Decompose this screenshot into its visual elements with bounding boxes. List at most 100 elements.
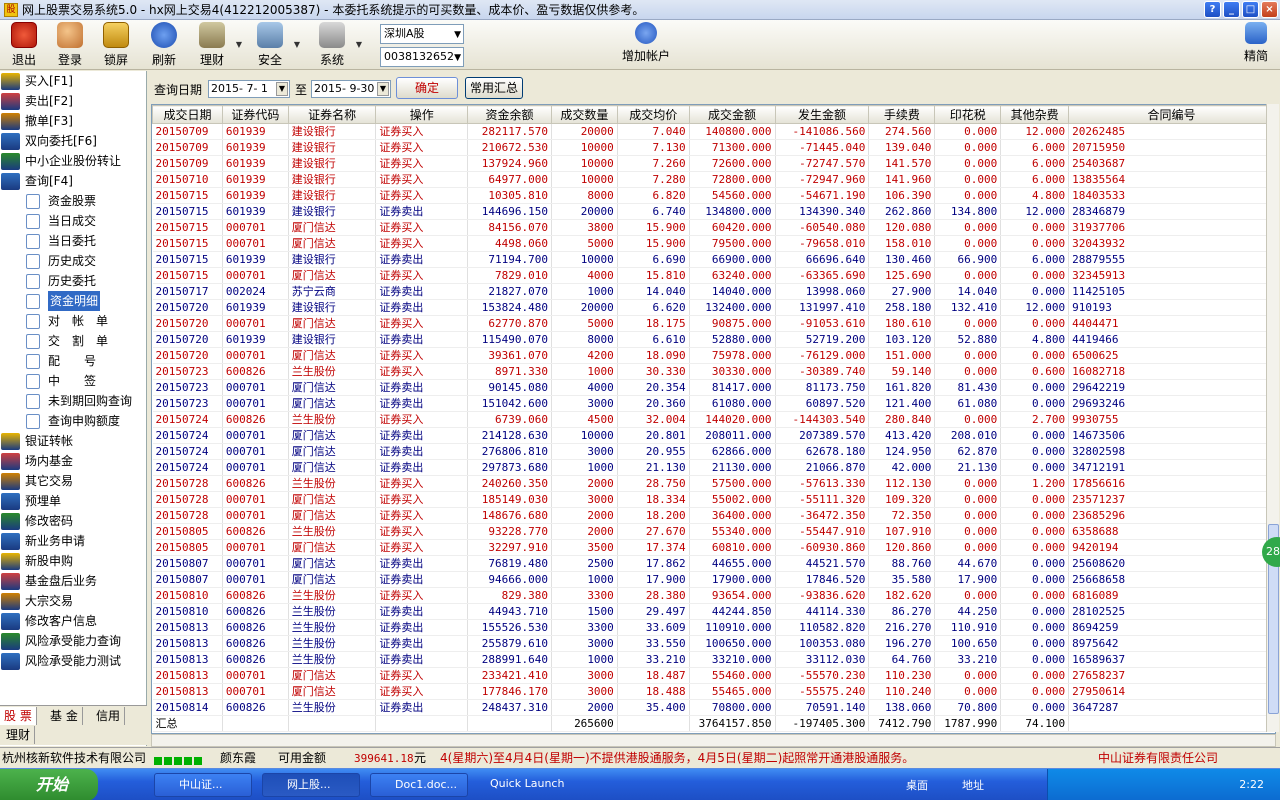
sidebar-item-11[interactable]: 资金明细 xyxy=(0,291,146,311)
security-button[interactable]: 安全 ▼ xyxy=(248,22,300,68)
minimize-button[interactable]: _ xyxy=(1223,1,1240,18)
sidebar-item-28[interactable]: 风险承受能力查询 xyxy=(0,631,146,651)
sidebar-item-20[interactable]: 其它交易 xyxy=(0,471,146,491)
table-row[interactable]: 20150813 600826 兰生股份 证券卖出 155526.530 3300 33.6… xyxy=(152,619,1275,636)
column-header[interactable]: 其他杂费 xyxy=(1000,105,1070,124)
lock-screen-button[interactable]: 锁屏 xyxy=(94,22,138,68)
tab-credit[interactable]: 信用 xyxy=(92,707,126,725)
horizontal-scrollbar[interactable] xyxy=(151,734,1276,747)
table-row[interactable]: 20150715 601939 建设银行 证券买入 10305.810 8000 6.820… xyxy=(152,187,1275,204)
table-row[interactable]: 20150715 000701 厦门信达 证券买入 4498.060 5000 15.900… xyxy=(152,235,1275,252)
column-header[interactable]: 资金余额 xyxy=(467,105,552,124)
column-header[interactable]: 成交均价 xyxy=(616,105,690,124)
sidebar-item-13[interactable]: 交 割 单 xyxy=(0,331,146,351)
table-row[interactable]: 20150807 000701 厦门信达 证券卖出 94666.000 1000 17.90… xyxy=(152,571,1275,588)
finance-dropdown-icon[interactable]: ▼ xyxy=(235,40,242,49)
system-dropdown-icon[interactable]: ▼ xyxy=(355,40,362,49)
sidebar-item-0[interactable]: 买入[F1] xyxy=(0,71,146,91)
table-row[interactable]: 20150720 601939 建设银行 证券卖出 115490.070 8000 6.61… xyxy=(152,331,1275,348)
table-row[interactable]: 20150709 601939 建设银行 证券买入 282117.570 20000 7.0… xyxy=(152,123,1275,140)
exit-button[interactable]: 退出 xyxy=(2,22,46,68)
sidebar-item-12[interactable]: 对 帐 单 xyxy=(0,311,146,331)
table-row[interactable]: 20150715 000701 厦门信达 证券买入 84156.070 3800 15.90… xyxy=(152,219,1275,236)
scroll-thumb[interactable] xyxy=(1268,524,1279,714)
finance-button[interactable]: 理财 ▼ xyxy=(190,22,242,68)
table-row[interactable]: 20150720 000701 厦门信达 证券买入 62770.870 5000 18.17… xyxy=(152,315,1275,332)
column-header[interactable]: 成交日期 xyxy=(152,105,223,124)
add-account-button[interactable]: 增加帐户 xyxy=(616,22,676,68)
sidebar-item-7[interactable]: 当日成交 xyxy=(0,211,146,231)
simplified-button[interactable]: 精简 xyxy=(1234,22,1278,68)
column-header[interactable]: 成交金额 xyxy=(688,105,776,124)
sidebar-item-1[interactable]: 卖出[F2] xyxy=(0,91,146,111)
column-header[interactable]: 证券代码 xyxy=(221,105,289,124)
chevron-down-icon[interactable]: ▼ xyxy=(276,82,288,96)
table-row[interactable]: 20150813 000701 厦门信达 证券买入 233421.410 3000 18.4… xyxy=(152,667,1275,684)
sidebar-item-27[interactable]: 修改客户信息 xyxy=(0,611,146,631)
table-row[interactable]: 20150728 000701 厦门信达 证券买入 185149.030 3000 18.3… xyxy=(152,491,1275,508)
sidebar-item-22[interactable]: 修改密码 xyxy=(0,511,146,531)
tab-finance[interactable]: 理财 xyxy=(2,726,36,744)
table-row[interactable]: 20150810 600826 兰生股份 证券卖出 44943.710 1500 29.49… xyxy=(152,603,1275,620)
task-trading[interactable]: 网上股... xyxy=(262,773,360,797)
table-row[interactable]: 20150724 000701 厦门信达 证券卖出 297873.680 1000 21.1… xyxy=(152,459,1275,476)
start-button[interactable]: 开始 xyxy=(0,769,98,800)
task-zhongshan[interactable]: 中山证... xyxy=(154,773,252,797)
sidebar-item-14[interactable]: 配 号 xyxy=(0,351,146,371)
sidebar-item-6[interactable]: 资金股票 xyxy=(0,191,146,211)
table-row[interactable]: 20150720 601939 建设银行 证券卖出 153824.480 20000 6.6… xyxy=(152,299,1275,316)
confirm-button[interactable]: 确定 xyxy=(396,77,458,99)
table-row[interactable]: 20150810 600826 兰生股份 证券买入 829.380 3300 28.380 9… xyxy=(152,587,1275,604)
table-row[interactable]: 20150728 600826 兰生股份 证券买入 240260.350 2000 28.7… xyxy=(152,475,1275,492)
table-row[interactable]: 20150813 600826 兰生股份 证券卖出 255879.610 3000 33.5… xyxy=(152,635,1275,652)
market-select[interactable]: 深圳A股 ▼ xyxy=(380,24,464,44)
table-row[interactable]: 20150715 601939 建设银行 证券卖出 144696.150 20000 6.7… xyxy=(152,203,1275,220)
to-date-input[interactable]: 2015- 9-30 ▼ xyxy=(311,80,391,98)
login-button[interactable]: 登录 xyxy=(48,22,92,68)
column-header[interactable]: 证券名称 xyxy=(287,105,377,124)
sidebar-item-24[interactable]: 新股申购 xyxy=(0,551,146,571)
task-doc[interactable]: Doc1.doc... xyxy=(370,773,468,797)
sidebar-item-8[interactable]: 当日委托 xyxy=(0,231,146,251)
tab-stock[interactable]: 股 票 xyxy=(0,707,37,725)
table-row[interactable]: 20150709 601939 建设银行 证券买入 137924.960 10000 7.2… xyxy=(152,155,1275,172)
table-row[interactable]: 20150724 000701 厦门信达 证券卖出 276806.810 3000 20.9… xyxy=(152,443,1275,460)
table-row[interactable]: 20150720 000701 厦门信达 证券买入 39361.070 4200 18.09… xyxy=(152,347,1275,364)
table-row[interactable]: 20150723 000701 厦门信达 证券卖出 151042.600 3000 20.3… xyxy=(152,395,1275,412)
address-toolbar[interactable]: 地址 xyxy=(962,779,984,792)
table-row[interactable]: 20150724 000701 厦门信达 证券卖出 214128.630 10000 20.… xyxy=(152,427,1275,444)
sidebar-item-29[interactable]: 风险承受能力测试 xyxy=(0,651,146,671)
table-row[interactable]: 20150717 002024 苏宁云商 证券卖出 21827.070 1000 14.04… xyxy=(152,283,1275,300)
close-button[interactable]: × xyxy=(1261,1,1278,18)
sidebar-item-15[interactable]: 中 签 xyxy=(0,371,146,391)
vertical-scrollbar[interactable] xyxy=(1266,104,1279,732)
column-header[interactable]: 发生金额 xyxy=(774,105,870,124)
column-header[interactable]: 成交数量 xyxy=(550,105,618,124)
system-button[interactable]: 系统 ▼ xyxy=(310,22,362,68)
sidebar-item-18[interactable]: 银证转帐 xyxy=(0,431,146,451)
sidebar-item-9[interactable]: 历史成交 xyxy=(0,251,146,271)
refresh-button[interactable]: 刷新 xyxy=(142,22,186,68)
sidebar-item-23[interactable]: 新业务申请 xyxy=(0,531,146,551)
desktop-toolbar[interactable]: 桌面 xyxy=(906,779,928,792)
sidebar-item-19[interactable]: 场内基金 xyxy=(0,451,146,471)
sidebar-item-16[interactable]: 未到期回购查询 xyxy=(0,391,146,411)
table-row[interactable]: 20150710 601939 建设银行 证券买入 64977.000 10000 7.28… xyxy=(152,171,1275,188)
table-row[interactable]: 20150715 601939 建设银行 证券卖出 71194.700 10000 6.69… xyxy=(152,251,1275,268)
table-row[interactable]: 20150805 600826 兰生股份 证券买入 93228.770 2000 27.67… xyxy=(152,523,1275,540)
sidebar-item-3[interactable]: 双向委托[F6] xyxy=(0,131,146,151)
column-header[interactable]: 操作 xyxy=(375,105,469,124)
sidebar-item-26[interactable]: 大宗交易 xyxy=(0,591,146,611)
summary-button[interactable]: 常用汇总 xyxy=(465,77,523,99)
maximize-button[interactable]: □ xyxy=(1242,1,1259,18)
table-row[interactable]: 20150715 000701 厦门信达 证券买入 7829.010 4000 15.810… xyxy=(152,267,1275,284)
sidebar-item-17[interactable]: 查询申购额度 xyxy=(0,411,146,431)
table-row[interactable]: 20150813 000701 厦门信达 证券买入 177846.170 3000 18.4… xyxy=(152,683,1275,700)
sidebar-item-4[interactable]: 中小企业股份转让 xyxy=(0,151,146,171)
column-header[interactable]: 印花税 xyxy=(934,105,1002,124)
sidebar-item-10[interactable]: 历史委托 xyxy=(0,271,146,291)
table-row[interactable]: 20150723 000701 厦门信达 证券卖出 90145.080 4000 20.35… xyxy=(152,379,1275,396)
column-header[interactable]: 合同编号 xyxy=(1068,105,1275,124)
table-row[interactable]: 20150724 600826 兰生股份 证券买入 6739.060 4500 32.004… xyxy=(152,411,1275,428)
table-row[interactable]: 20150728 000701 厦门信达 证券买入 148676.680 2000 18.2… xyxy=(152,507,1275,524)
